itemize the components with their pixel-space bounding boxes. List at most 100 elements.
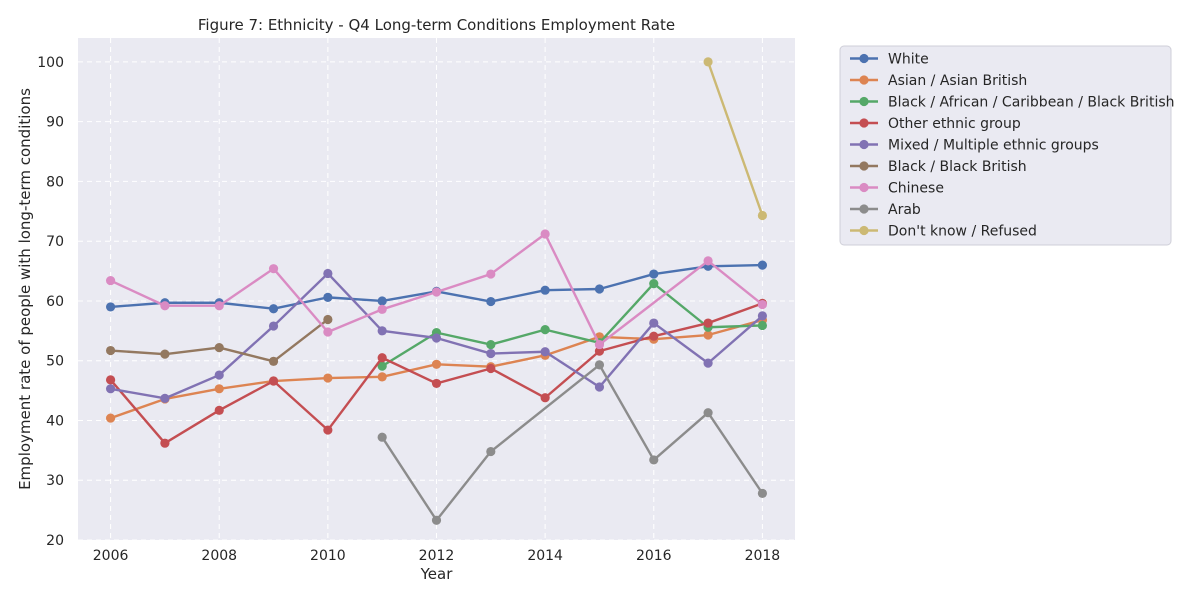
series-line (381, 282, 763, 368)
data-point (377, 432, 387, 442)
legend-item: Black / Black British (850, 159, 1027, 175)
data-point (105, 375, 116, 385)
data-point (431, 515, 442, 525)
data-point (486, 363, 496, 374)
data-point (323, 425, 333, 435)
data-point (703, 408, 713, 418)
x-tick-label: 2012 (419, 548, 455, 564)
legend-label: Chinese (888, 181, 944, 197)
data-point (540, 285, 550, 295)
data-point (268, 376, 279, 386)
data-point (105, 413, 116, 423)
data-point (594, 284, 605, 294)
data-point (377, 372, 387, 382)
data-point (649, 279, 659, 289)
data-point (105, 384, 116, 394)
legend-label: Other ethnic group (888, 116, 1021, 132)
series-mixed-multiple-ethnic-groups (105, 268, 768, 403)
legend-item: Other ethnic group (850, 116, 1021, 132)
legend-marker (859, 204, 869, 214)
x-tick-label: 2008 (201, 548, 237, 564)
data-point (594, 360, 605, 370)
series-black-black-british (105, 314, 333, 366)
data-point (486, 339, 496, 350)
legend-item: Asian / Asian British (850, 73, 1027, 89)
data-point (323, 314, 333, 325)
data-point (757, 311, 768, 321)
data-point (486, 296, 496, 307)
data-point (377, 353, 387, 363)
legend-item: Mixed / Multiple ethnic groups (850, 138, 1099, 154)
data-point (323, 373, 333, 383)
data-point (323, 327, 333, 337)
x-tick-label: 2016 (636, 548, 672, 564)
data-point (649, 455, 659, 465)
y-axis-label: Employment rate of people with long-term… (16, 88, 34, 490)
y-tick-label: 20 (46, 533, 64, 549)
data-point (160, 393, 170, 403)
data-point (594, 339, 605, 350)
series-line (706, 61, 764, 216)
legend-marker (859, 96, 869, 107)
series-line (110, 232, 764, 346)
legend-marker (859, 139, 869, 150)
data-point (757, 260, 768, 270)
data-point (377, 326, 387, 336)
x-tick-label: 2010 (310, 548, 346, 564)
legend-marker (859, 53, 869, 64)
x-tick-label: 2014 (527, 548, 563, 564)
legend-marker (859, 161, 869, 171)
y-tick-label: 60 (46, 294, 64, 310)
series-chinese (105, 229, 768, 350)
legend-label: Black / Black British (888, 159, 1027, 175)
data-point (105, 276, 116, 286)
series-don-t-know-refused (703, 57, 768, 221)
data-point (486, 446, 496, 457)
data-point (703, 318, 713, 328)
x-tick-label: 2006 (93, 548, 129, 564)
data-point (431, 333, 442, 343)
data-point (431, 378, 442, 389)
data-point (377, 304, 387, 314)
data-point (105, 302, 116, 312)
data-point (214, 370, 224, 380)
data-point (323, 292, 333, 302)
data-point (757, 210, 768, 221)
data-point (323, 268, 333, 279)
y-tick-label: 80 (46, 174, 64, 190)
data-point (160, 349, 170, 359)
data-point (431, 287, 442, 297)
data-point (268, 356, 279, 366)
data-point (540, 347, 550, 357)
data-point (377, 296, 387, 306)
legend-marker (859, 225, 869, 236)
legend-label: Mixed / Multiple ethnic groups (888, 138, 1099, 154)
data-point (703, 330, 713, 340)
data-point (703, 358, 713, 368)
legend-label: White (888, 52, 929, 68)
legend-marker (859, 182, 869, 193)
data-point (649, 269, 659, 279)
data-point (268, 304, 279, 314)
data-point (268, 264, 279, 274)
data-point (594, 346, 605, 356)
legend-item: Don't know / Refused (850, 224, 1037, 240)
y-tick-label: 100 (37, 55, 64, 71)
legend-item: White (850, 52, 929, 68)
y-tick-label: 30 (46, 473, 64, 489)
series-group (105, 57, 768, 525)
data-point (486, 269, 496, 279)
data-point (431, 359, 442, 369)
legend-marker (859, 75, 869, 85)
y-tick-label: 90 (46, 115, 64, 131)
legend: White Asian / Asian British Black / Africa… (839, 45, 1175, 246)
data-point (160, 301, 170, 311)
data-point (594, 382, 605, 392)
legend-item: Chinese (850, 181, 944, 197)
data-point (160, 438, 170, 448)
y-tick-label: 40 (46, 413, 64, 429)
x-axis-label: Year (420, 565, 454, 583)
series-arab (377, 360, 768, 525)
